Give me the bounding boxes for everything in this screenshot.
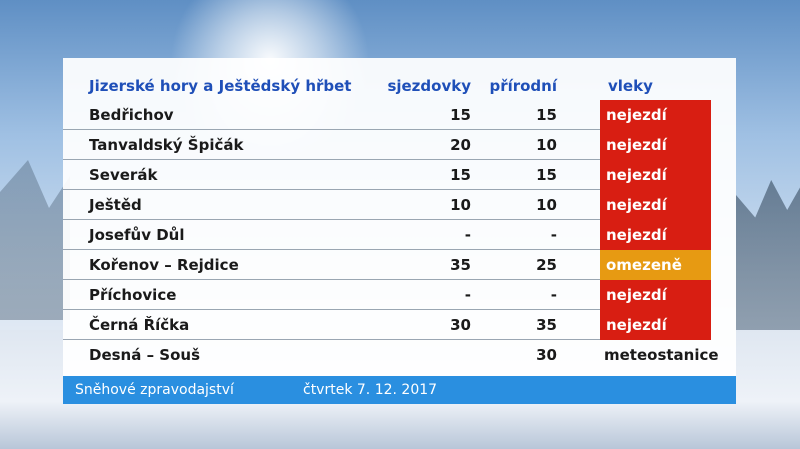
- lift-status-badge: nejezdí: [600, 130, 711, 160]
- resort-name: Černá Říčka: [89, 316, 190, 334]
- prirodni-value: 30: [536, 346, 557, 364]
- sjezdovky-value: -: [464, 286, 471, 304]
- table-row: Příchovice - - nejezdí: [63, 280, 736, 310]
- prirodni-value: 15: [536, 166, 557, 184]
- resort-name: Josefův Důl: [89, 226, 185, 244]
- row-divider: [63, 219, 600, 220]
- lift-status-badge: meteostanice: [604, 346, 719, 364]
- region-title: Jizerské hory a Ještědský hřbet: [89, 77, 352, 95]
- resort-name: Bedřichov: [89, 106, 174, 124]
- broadcast-date: čtvrtek 7. 12. 2017: [303, 382, 438, 398]
- table-row: Kořenov – Rejdice 35 25 omezeně: [63, 250, 736, 280]
- sjezdovky-value: 15: [450, 166, 471, 184]
- column-header-sjezdovky: sjezdovky: [387, 77, 471, 95]
- lift-status-badge: omezeně: [600, 250, 711, 280]
- row-divider: [63, 189, 600, 190]
- prirodni-value: 25: [536, 256, 557, 274]
- resort-name: Tanvaldský Špičák: [89, 136, 244, 154]
- footer-bar: Sněhové zpravodajství čtvrtek 7. 12. 201…: [63, 376, 736, 404]
- column-header-vleky: vleky: [608, 77, 653, 95]
- row-divider: [63, 159, 600, 160]
- program-name: Sněhové zpravodajství: [75, 382, 234, 398]
- background-trees-right: [736, 180, 800, 330]
- resort-name: Kořenov – Rejdice: [89, 256, 239, 274]
- table-row: Severák 15 15 nejezdí: [63, 160, 736, 190]
- lift-status-badge: nejezdí: [600, 280, 711, 310]
- resort-name: Severák: [89, 166, 158, 184]
- lift-status-badge: nejezdí: [600, 100, 711, 130]
- lift-status-badge: nejezdí: [600, 310, 711, 340]
- table-header: Jizerské hory a Ještědský hřbet sjezdovk…: [63, 71, 736, 101]
- table-row: Josefův Důl - - nejezdí: [63, 220, 736, 250]
- table-row: Tanvaldský Špičák 20 10 nejezdí: [63, 130, 736, 160]
- sjezdovky-value: [393, 340, 471, 370]
- sjezdovky-value: -: [464, 226, 471, 244]
- table-row: Bedřichov 15 15 nejezdí: [63, 100, 736, 130]
- lift-status-badge: nejezdí: [600, 190, 711, 220]
- prirodni-value: -: [550, 226, 557, 244]
- lift-status-badge: nejezdí: [600, 220, 711, 250]
- snow-report-table: Jizerské hory a Ještědský hřbet sjezdovk…: [63, 58, 736, 376]
- prirodni-value: -: [550, 286, 557, 304]
- row-divider: [63, 339, 600, 340]
- table-row: Ještěd 10 10 nejezdí: [63, 190, 736, 220]
- sjezdovky-value: 30: [450, 316, 471, 334]
- table-row: Desná – Souš 30 meteostanice: [63, 340, 736, 370]
- resort-name: Příchovice: [89, 286, 177, 304]
- background-trees-left: [0, 160, 70, 320]
- sjezdovky-value: 35: [450, 256, 471, 274]
- prirodni-value: 15: [536, 106, 557, 124]
- row-divider: [63, 129, 600, 130]
- row-divider: [63, 249, 600, 250]
- column-header-prirodni: přírodní: [489, 77, 557, 95]
- row-divider: [63, 309, 600, 310]
- prirodni-value: 10: [536, 196, 557, 214]
- sjezdovky-value: 20: [450, 136, 471, 154]
- table-row: Černá Říčka 30 35 nejezdí: [63, 310, 736, 340]
- resort-name: Ještěd: [89, 196, 142, 214]
- row-divider: [63, 279, 600, 280]
- prirodni-value: 35: [536, 316, 557, 334]
- prirodni-value: 10: [536, 136, 557, 154]
- lift-status-badge: nejezdí: [600, 160, 711, 190]
- resort-name: Desná – Souš: [89, 346, 201, 364]
- sjezdovky-value: 15: [450, 106, 471, 124]
- sjezdovky-value: 10: [450, 196, 471, 214]
